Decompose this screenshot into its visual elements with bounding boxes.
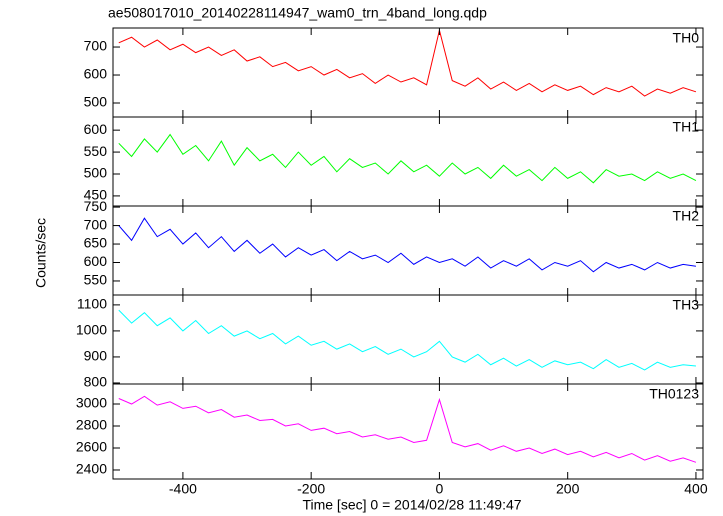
panel-frame <box>112 116 704 207</box>
y-tick-label: 750 <box>84 198 108 214</box>
panel-label: TH2 <box>673 208 700 224</box>
y-tick-label: 450 <box>84 187 108 203</box>
y-tick-label: 600 <box>84 253 108 269</box>
panel-label: TH0 <box>673 30 700 46</box>
chart-title: ae508017010_20140228114947_wam0_trn_4ban… <box>108 5 487 21</box>
data-line <box>118 30 697 97</box>
y-tick-label: 700 <box>84 38 108 54</box>
y-axis-label: Counts/sec <box>33 218 49 288</box>
y-tick-label: 1100 <box>77 296 107 312</box>
y-tick-label: 600 <box>84 66 108 82</box>
y-tick-label: 700 <box>84 216 108 232</box>
data-line <box>118 217 697 273</box>
data-line <box>118 133 697 184</box>
panel-frame <box>112 294 704 385</box>
y-tick-label: 3000 <box>76 395 107 411</box>
panel-frame <box>112 205 704 296</box>
panel-frame <box>112 383 704 480</box>
y-tick-label: 500 <box>84 94 108 110</box>
x-tick-label: 0 <box>436 481 444 497</box>
y-tick-label: 650 <box>84 235 108 251</box>
y-tick-label: 600 <box>84 121 108 137</box>
x-tick-label: -200 <box>297 481 325 497</box>
y-tick-label: 800 <box>84 374 108 390</box>
panel-label: TH0123 <box>649 386 699 402</box>
panel-label: TH1 <box>673 119 700 135</box>
y-tick-label: 2600 <box>76 439 107 455</box>
x-tick-label: -400 <box>169 481 197 497</box>
panel-label: TH3 <box>673 297 700 313</box>
y-tick-label: 2400 <box>76 461 107 477</box>
y-tick-label: 1000 <box>76 322 107 338</box>
x-tick-label: 200 <box>556 481 580 497</box>
data-line <box>118 309 697 371</box>
x-axis-label: Time [sec] 0 = 2014/02/28 11:49:47 <box>302 497 521 513</box>
panel-frame <box>112 27 704 118</box>
y-tick-label: 550 <box>84 272 108 288</box>
y-tick-label: 550 <box>84 143 108 159</box>
y-tick-label: 2800 <box>76 417 107 433</box>
x-tick-label: 400 <box>684 481 708 497</box>
y-tick-label: 900 <box>84 348 108 364</box>
y-tick-label: 500 <box>84 165 108 181</box>
data-line <box>118 395 697 463</box>
